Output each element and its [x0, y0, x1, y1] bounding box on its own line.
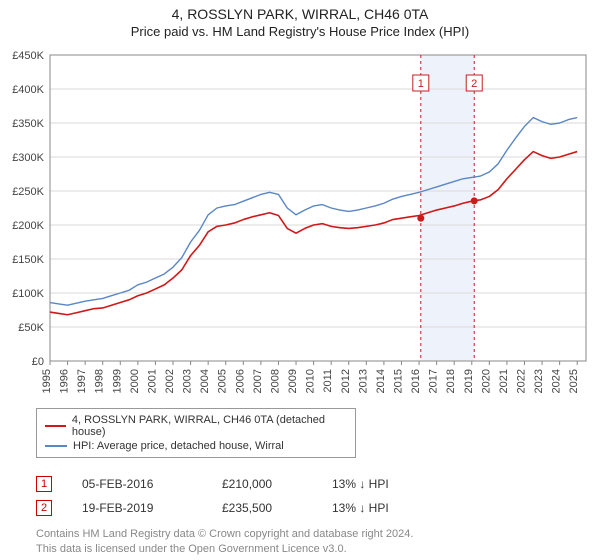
svg-text:£350K: £350K	[12, 118, 44, 130]
svg-text:£50K: £50K	[18, 322, 44, 334]
svg-text:2001: 2001	[146, 369, 158, 393]
svg-text:£250K: £250K	[12, 186, 44, 198]
svg-text:2020: 2020	[480, 369, 492, 393]
svg-text:2018: 2018	[445, 369, 457, 393]
svg-text:1999: 1999	[111, 369, 123, 393]
sale-row: 2 19-FEB-2019 £235,500 13% ↓ HPI	[36, 496, 566, 520]
svg-text:2: 2	[471, 78, 477, 90]
legend-label: HPI: Average price, detached house, Wirr…	[73, 440, 284, 452]
svg-text:2024: 2024	[551, 369, 563, 393]
legend-swatch	[45, 425, 66, 427]
svg-text:£100K: £100K	[12, 288, 44, 300]
svg-text:1998: 1998	[94, 369, 106, 393]
price-chart: £0 £50K £100K £150K £200K £250K £300K £350K £400…	[0, 41, 600, 436]
sale-row: 1 05-FEB-2016 £210,000 13% ↓ HPI	[36, 472, 566, 496]
svg-text:2023: 2023	[533, 369, 545, 393]
chart-legend: 4, ROSSLYN PARK, WIRRAL, CH46 0TA (detac…	[36, 408, 356, 458]
svg-text:2012: 2012	[340, 369, 352, 393]
svg-text:2002: 2002	[164, 369, 176, 393]
svg-text:2015: 2015	[392, 369, 404, 393]
svg-text:£0: £0	[32, 356, 44, 368]
legend-label: 4, ROSSLYN PARK, WIRRAL, CH46 0TA (detac…	[72, 414, 347, 438]
sale-delta: 13% ↓ HPI	[332, 501, 422, 515]
svg-text:£300K: £300K	[12, 152, 44, 164]
sale-date: 05-FEB-2016	[82, 477, 192, 491]
svg-text:2017: 2017	[428, 369, 440, 393]
svg-text:1995: 1995	[41, 369, 53, 393]
svg-text:£150K: £150K	[12, 254, 44, 266]
svg-text:2014: 2014	[375, 369, 387, 393]
attribution-line: This data is licensed under the Open Gov…	[36, 542, 576, 556]
page-title: 4, ROSSLYN PARK, WIRRAL, CH46 0TA	[0, 6, 600, 22]
svg-text:1997: 1997	[76, 369, 88, 393]
svg-text:1: 1	[418, 78, 424, 90]
legend-row: 4, ROSSLYN PARK, WIRRAL, CH46 0TA (detac…	[45, 413, 347, 439]
svg-text:2007: 2007	[252, 369, 264, 393]
svg-text:2013: 2013	[357, 369, 369, 393]
svg-text:2000: 2000	[129, 369, 141, 393]
attribution-line: Contains HM Land Registry data © Crown c…	[36, 527, 576, 541]
svg-text:2004: 2004	[199, 369, 211, 393]
svg-text:2025: 2025	[568, 369, 580, 393]
sale-price: £235,500	[222, 501, 302, 515]
legend-swatch	[45, 445, 67, 447]
svg-text:2005: 2005	[217, 369, 229, 393]
sale-price: £210,000	[222, 477, 302, 491]
svg-text:2010: 2010	[305, 369, 317, 393]
sale-delta: 13% ↓ HPI	[332, 477, 422, 491]
svg-text:2019: 2019	[463, 369, 475, 393]
svg-text:£450K: £450K	[12, 50, 44, 62]
svg-text:£400K: £400K	[12, 84, 44, 96]
svg-text:2009: 2009	[287, 369, 299, 393]
sale-badge: 2	[36, 500, 52, 516]
attribution-text: Contains HM Land Registry data © Crown c…	[36, 527, 576, 556]
sales-table: 1 05-FEB-2016 £210,000 13% ↓ HPI 2 19-FEB-201…	[36, 472, 566, 520]
svg-text:2021: 2021	[498, 369, 510, 393]
svg-text:1996: 1996	[59, 369, 71, 393]
svg-text:2016: 2016	[410, 369, 422, 393]
svg-text:2011: 2011	[322, 369, 334, 393]
sale-date: 19-FEB-2019	[82, 501, 192, 515]
svg-text:2006: 2006	[234, 369, 246, 393]
page-subtitle: Price paid vs. HM Land Registry's House …	[0, 24, 600, 39]
svg-text:2008: 2008	[269, 369, 281, 393]
svg-text:2003: 2003	[182, 369, 194, 393]
sale-badge: 1	[36, 476, 52, 492]
svg-text:£200K: £200K	[12, 220, 44, 232]
legend-row: HPI: Average price, detached house, Wirr…	[45, 439, 347, 453]
svg-text:2022: 2022	[515, 369, 527, 393]
